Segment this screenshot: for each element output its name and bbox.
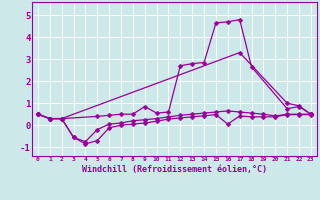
X-axis label: Windchill (Refroidissement éolien,°C): Windchill (Refroidissement éolien,°C) <box>82 165 267 174</box>
